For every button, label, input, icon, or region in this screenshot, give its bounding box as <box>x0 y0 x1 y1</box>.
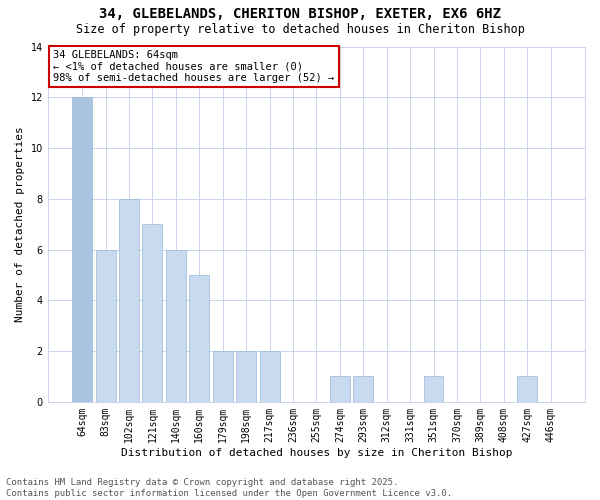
Bar <box>95 250 116 402</box>
Text: Contains HM Land Registry data © Crown copyright and database right 2025.
Contai: Contains HM Land Registry data © Crown c… <box>6 478 452 498</box>
Bar <box>72 98 92 402</box>
Text: 34 GLEBELANDS: 64sqm
← <1% of detached houses are smaller (0)
98% of semi-detach: 34 GLEBELANDS: 64sqm ← <1% of detached h… <box>53 50 334 84</box>
Bar <box>119 199 139 402</box>
Bar <box>213 351 233 402</box>
Bar <box>190 275 209 402</box>
Bar <box>260 351 280 402</box>
X-axis label: Distribution of detached houses by size in Cheriton Bishop: Distribution of detached houses by size … <box>121 448 512 458</box>
Bar <box>166 250 186 402</box>
Text: 34, GLEBELANDS, CHERITON BISHOP, EXETER, EX6 6HZ: 34, GLEBELANDS, CHERITON BISHOP, EXETER,… <box>99 8 501 22</box>
Bar <box>142 224 163 402</box>
Bar <box>353 376 373 402</box>
Bar <box>236 351 256 402</box>
Bar <box>330 376 350 402</box>
Bar <box>424 376 443 402</box>
Text: Size of property relative to detached houses in Cheriton Bishop: Size of property relative to detached ho… <box>76 22 524 36</box>
Bar <box>517 376 537 402</box>
Y-axis label: Number of detached properties: Number of detached properties <box>15 126 25 322</box>
